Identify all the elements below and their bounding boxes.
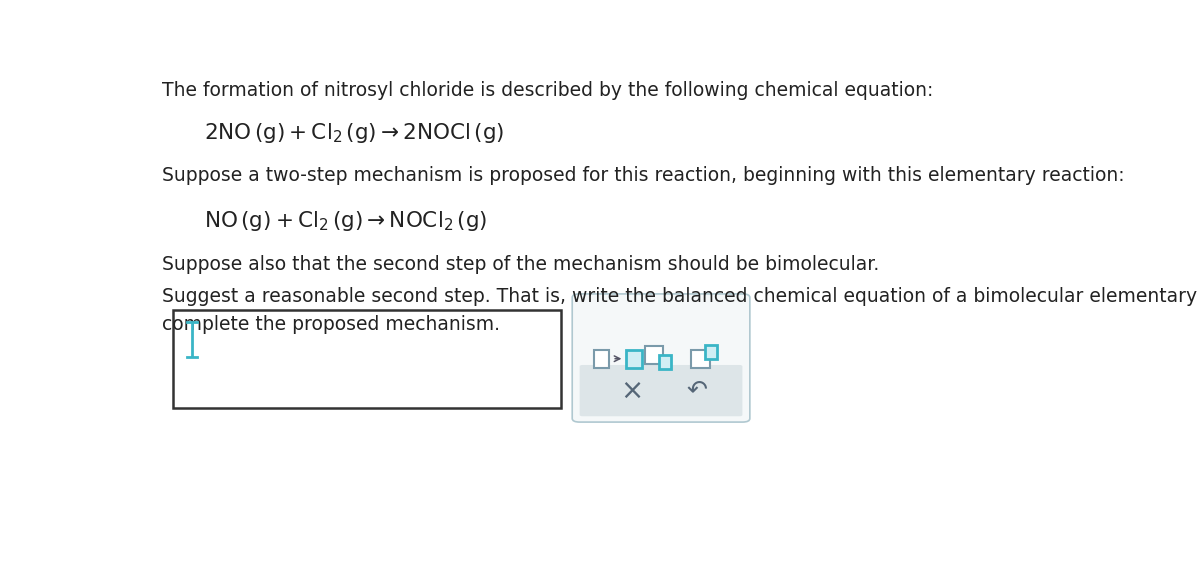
Bar <box>691 350 710 368</box>
Text: $\mathdefault{NO\,(g) + Cl_2\,(g) \rightarrow NOCl_2\,(g)}$: $\mathdefault{NO\,(g) + Cl_2\,(g) \right… <box>204 209 487 233</box>
Text: Suppose also that the second step of the mechanism should be bimolecular.: Suppose also that the second step of the… <box>162 255 880 274</box>
Bar <box>706 345 718 359</box>
Text: Suppose a two-step mechanism is proposed for this reaction, beginning with this : Suppose a two-step mechanism is proposed… <box>162 166 1124 185</box>
Text: Suggest a reasonable second step. That is, write the balanced chemical equation : Suggest a reasonable second step. That i… <box>162 287 1200 306</box>
Text: $\mathdefault{2NO\,(g) + Cl_2\,(g) \rightarrow 2NOCl\,(g)}$: $\mathdefault{2NO\,(g) + Cl_2\,(g) \righ… <box>204 122 504 146</box>
Text: complete the proposed mechanism.: complete the proposed mechanism. <box>162 314 500 333</box>
FancyBboxPatch shape <box>572 294 750 422</box>
FancyBboxPatch shape <box>173 310 562 408</box>
Bar <box>659 355 671 368</box>
Bar <box>594 350 610 368</box>
Text: ×: × <box>620 377 643 404</box>
Text: The formation of nitrosyl chloride is described by the following chemical equati: The formation of nitrosyl chloride is de… <box>162 81 934 100</box>
Bar <box>626 350 642 368</box>
Text: ↶: ↶ <box>686 379 707 403</box>
Bar <box>644 346 664 364</box>
FancyBboxPatch shape <box>580 365 743 416</box>
